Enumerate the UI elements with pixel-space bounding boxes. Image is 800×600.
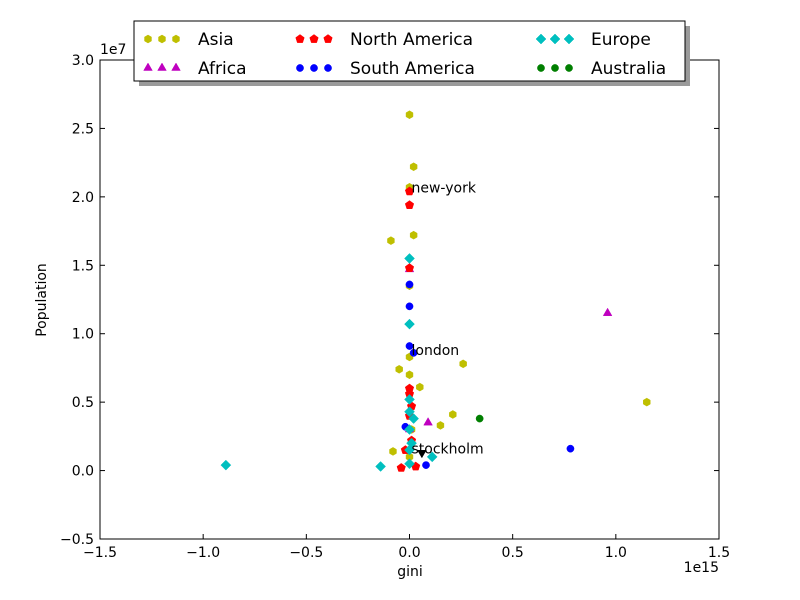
y-axis-label: Population <box>34 263 50 337</box>
legend-label: North America <box>350 30 473 50</box>
y-tick-label: 0.0 <box>72 464 94 480</box>
series-australia <box>475 414 484 423</box>
data-point <box>396 463 406 472</box>
data-point <box>426 451 438 463</box>
legend-entry: South America <box>296 59 475 79</box>
x-axis-label: gini <box>397 564 423 580</box>
data-point <box>405 280 414 289</box>
data-point <box>459 359 467 369</box>
legend-marker <box>144 34 152 44</box>
data-point <box>404 263 415 272</box>
y-offset-text: 1e7 <box>100 42 126 58</box>
data-point <box>475 414 484 423</box>
legend-entry: Africa <box>143 59 247 79</box>
data-point <box>602 307 613 316</box>
y-tick-label: 1.0 <box>72 327 94 343</box>
legend-entry: Europe <box>535 30 651 50</box>
data-point <box>404 318 415 330</box>
series-south-america <box>401 280 575 469</box>
data-point <box>395 365 403 374</box>
tick-labels: −1.5 −1.0 −0.5 0.0 0.5 1.0 1.5 −0.5 0.0 0.5 1.0 1.5… <box>60 53 730 561</box>
data-point <box>409 230 418 240</box>
data-point <box>387 236 395 245</box>
data-point <box>375 461 386 472</box>
legend-marker <box>324 64 332 72</box>
series-europe <box>220 253 438 472</box>
y-tick-label: 0.5 <box>72 395 94 411</box>
legend-entry: North America <box>295 30 473 50</box>
x-tick-label: 0.5 <box>502 545 524 561</box>
legend-marker <box>537 64 545 72</box>
data-point <box>422 461 430 469</box>
legend-marker <box>565 64 573 72</box>
data-points <box>220 110 651 472</box>
legend-label: South America <box>350 59 475 79</box>
legend: Asia Africa North America South America Euro… <box>133 20 690 86</box>
x-tick-label: 0.0 <box>398 545 420 561</box>
legend-marker <box>563 33 575 45</box>
data-point <box>409 349 418 357</box>
highlight-marker <box>417 450 427 459</box>
data-point <box>405 342 414 350</box>
data-point <box>404 253 415 264</box>
data-point <box>404 458 415 470</box>
x-offset-text: 1e15 <box>684 560 719 576</box>
legend-marker <box>309 34 319 43</box>
legend-label: Europe <box>591 30 651 50</box>
data-point <box>404 200 415 209</box>
y-tick-label: 2.5 <box>72 121 94 137</box>
annotations: new-york london stockholm <box>412 180 484 457</box>
legend-marker <box>310 64 318 72</box>
legend-marker <box>157 62 167 71</box>
legend-label: Africa <box>198 59 247 79</box>
legend-marker <box>158 34 166 44</box>
data-point <box>404 444 415 456</box>
y-tick-label: 3.0 <box>72 53 94 69</box>
x-tick-label: −1.0 <box>186 545 220 561</box>
legend-label: Asia <box>198 30 234 50</box>
data-point <box>404 186 415 196</box>
legend-marker <box>172 34 180 44</box>
data-point <box>416 382 424 392</box>
x-tick-label: 1.5 <box>708 545 730 561</box>
data-point <box>408 413 419 424</box>
data-point <box>389 447 397 456</box>
data-point <box>405 370 414 380</box>
data-point <box>405 110 414 120</box>
data-point <box>449 410 457 419</box>
annotation-label: london <box>412 343 460 359</box>
legend-entry: Asia <box>144 30 234 50</box>
legend-marker <box>535 33 547 45</box>
data-point <box>436 421 445 430</box>
y-tick-label: 2.0 <box>72 190 94 206</box>
x-tick-label: −0.5 <box>289 545 323 561</box>
annotation-label: new-york <box>412 180 477 196</box>
legend-marker <box>549 33 561 45</box>
legend-box <box>133 20 686 82</box>
data-point <box>405 302 414 311</box>
data-point <box>566 444 575 453</box>
legend-marker <box>296 64 304 72</box>
data-point <box>404 424 415 435</box>
x-tick-label: −1.5 <box>83 545 117 561</box>
axis-ticks <box>99 59 720 540</box>
legend-entry: Australia <box>537 59 666 79</box>
legend-marker <box>551 64 559 72</box>
data-point <box>643 397 651 407</box>
legend-marker <box>295 34 305 43</box>
legend-label: Australia <box>591 59 666 79</box>
data-point <box>220 459 232 471</box>
legend-marker <box>143 62 153 71</box>
x-tick-label: 1.0 <box>605 545 627 561</box>
annotation-label: stockholm <box>412 442 484 458</box>
data-point <box>404 406 415 418</box>
y-tick-label: 1.5 <box>72 258 94 274</box>
legend-marker <box>323 34 333 43</box>
data-point <box>409 162 418 172</box>
y-tick-label: −0.5 <box>60 532 94 548</box>
data-point <box>423 417 433 426</box>
data-point <box>404 394 415 405</box>
legend-marker <box>171 62 181 71</box>
